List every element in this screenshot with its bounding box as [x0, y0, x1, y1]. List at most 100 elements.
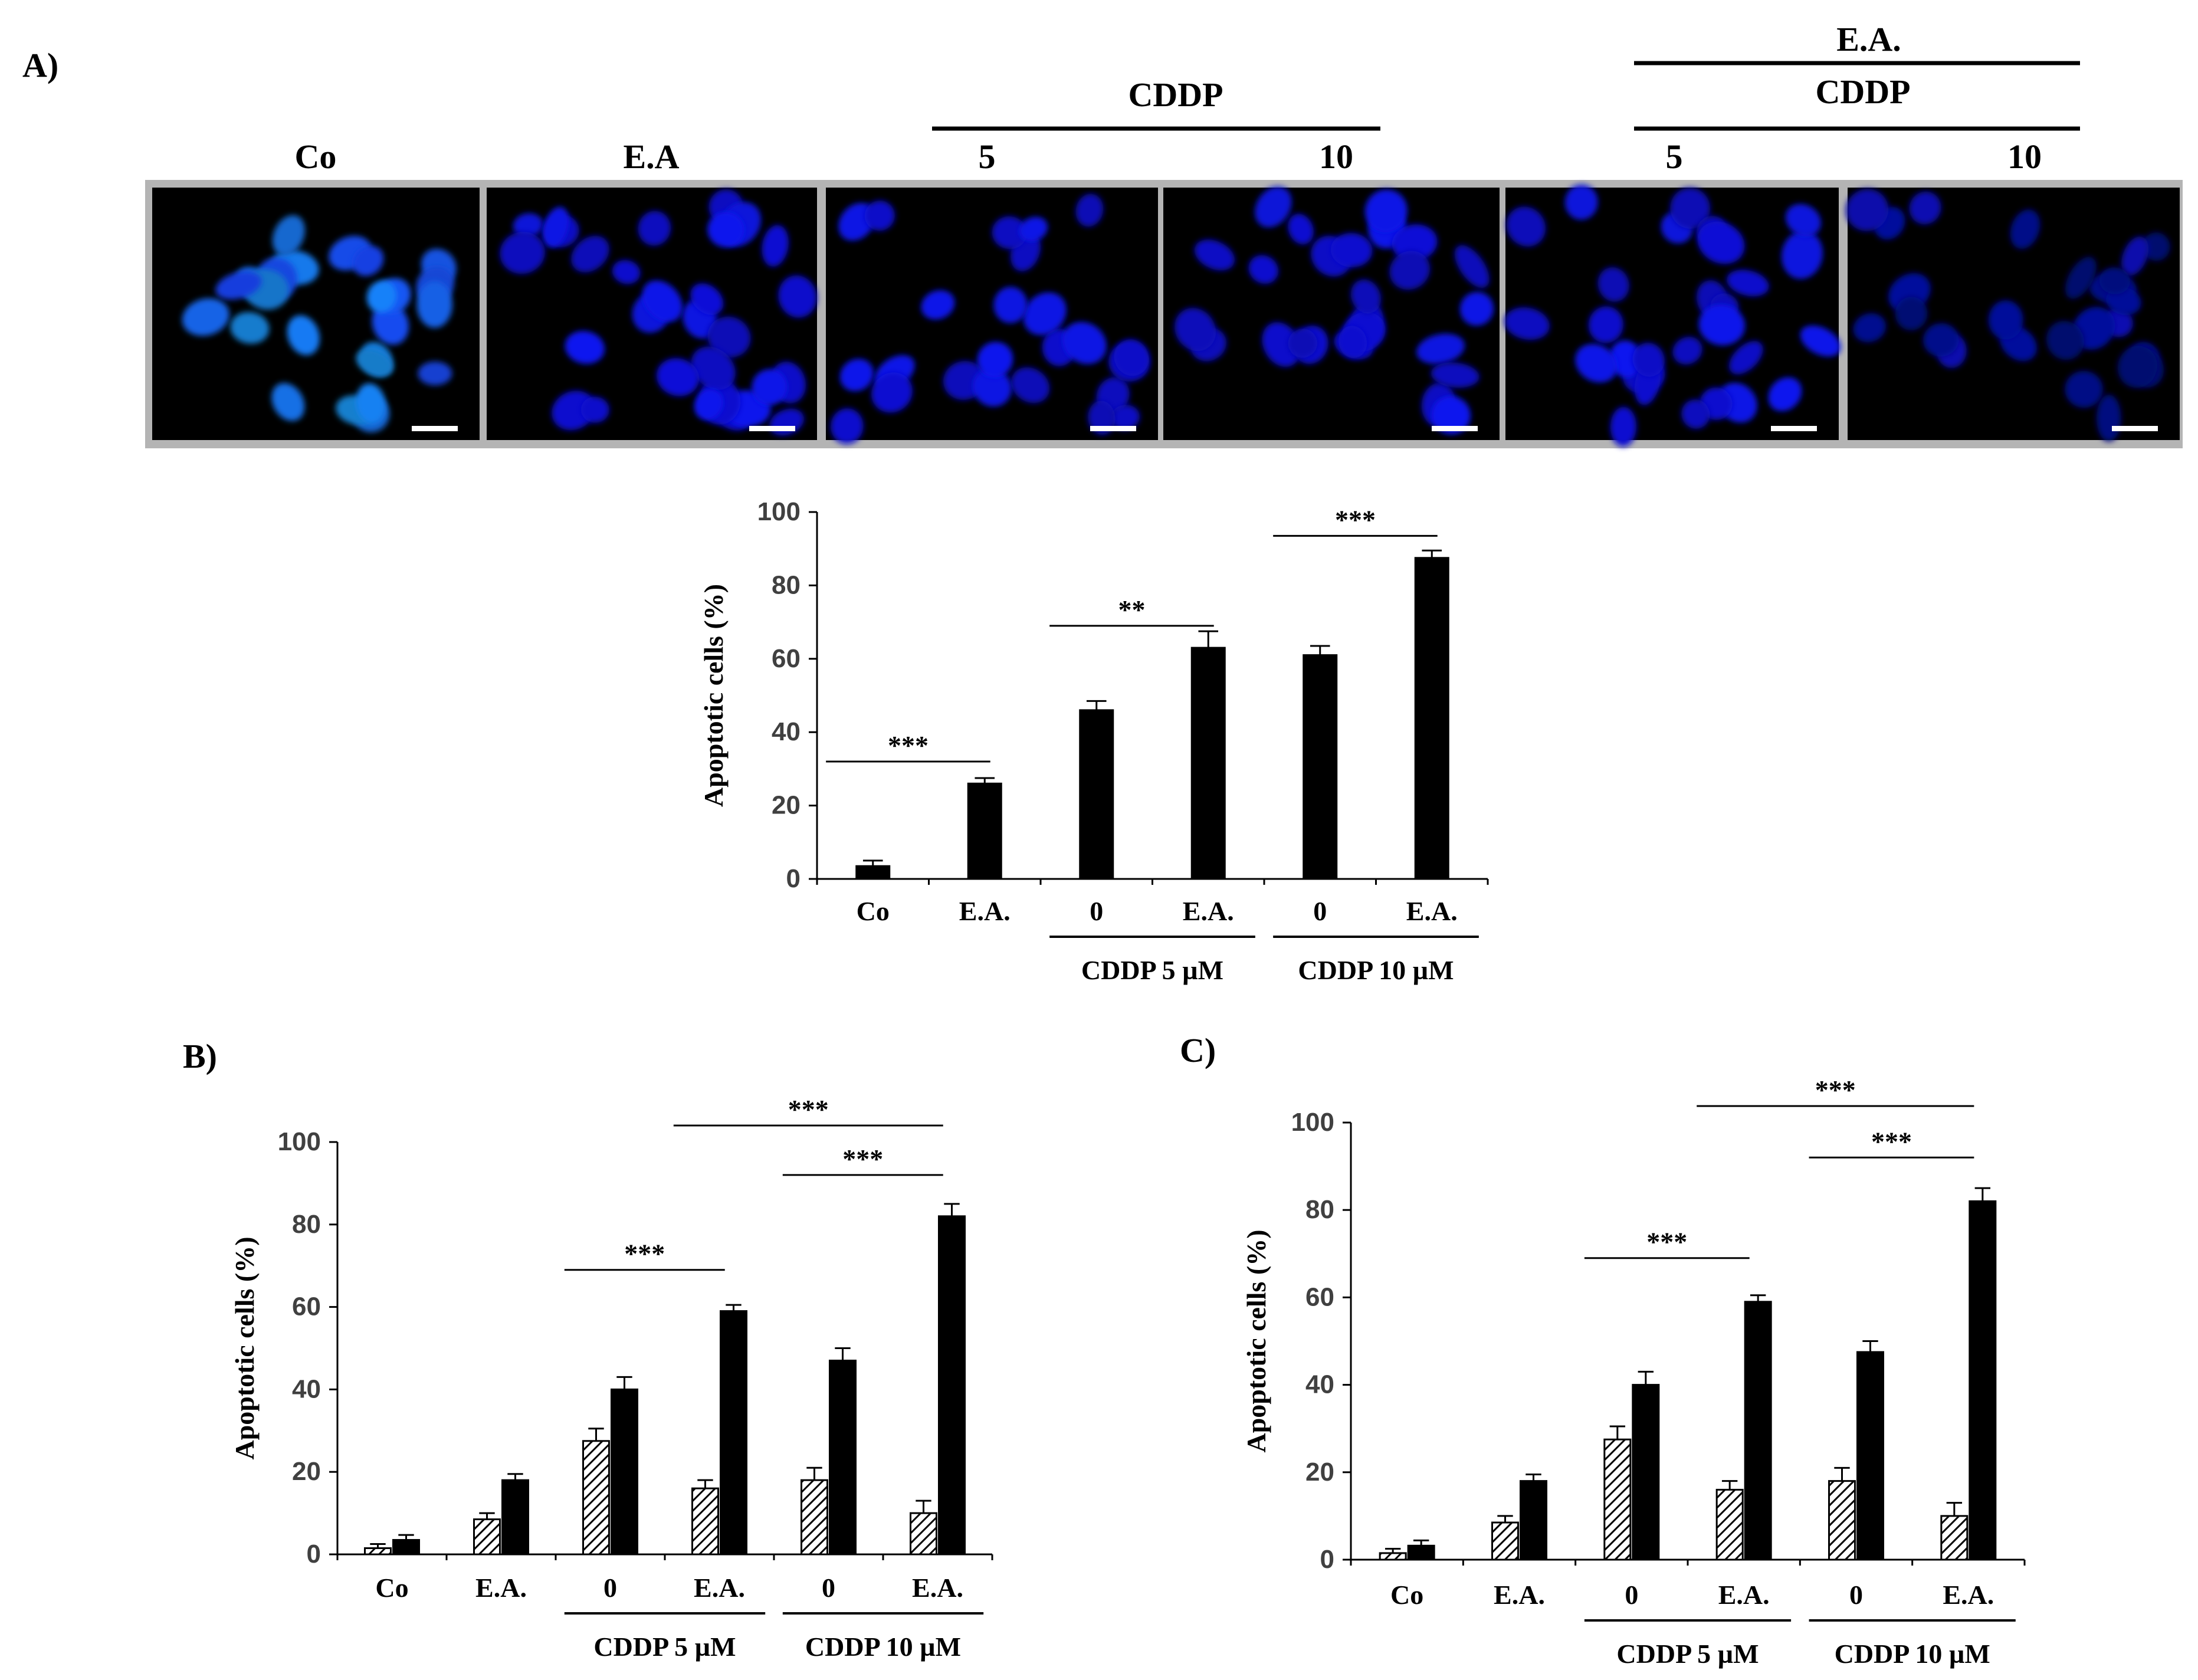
bar-solid [1414, 557, 1449, 880]
x-tick-label: 0 [1625, 1580, 1638, 1610]
y-tick-label: 100 [1291, 1108, 1334, 1137]
scale-bar [749, 426, 795, 431]
bar-hatched [910, 1512, 937, 1556]
y-tick-label: 100 [278, 1127, 321, 1156]
bar-solid [611, 1388, 638, 1556]
bar-hatched [801, 1479, 828, 1556]
bar-solid [392, 1539, 420, 1556]
y-tick-label: 60 [772, 644, 801, 673]
panel-b-label: B) [183, 1037, 217, 1075]
bar-solid [1407, 1544, 1435, 1561]
y-tick-label: 40 [292, 1374, 321, 1403]
scale-bar [1432, 426, 1478, 431]
bar-solid [1520, 1480, 1547, 1561]
bar-hatched [691, 1487, 719, 1556]
x-tick-label: E.A. [1494, 1580, 1545, 1610]
bar-hatched [1940, 1515, 1969, 1561]
x-tick-label: 0 [1090, 896, 1103, 926]
lane-label: 5 [979, 137, 996, 176]
x-tick-label: E.A. [1718, 1580, 1770, 1610]
lane-label: Co [295, 137, 337, 176]
x-tick-label: E.A. [959, 896, 1011, 926]
group-label: CDDP 10 µM [805, 1632, 961, 1662]
y-tick-label: 80 [292, 1210, 321, 1239]
group-label: CDDP 10 µM [1298, 955, 1454, 985]
y-axis-label: Apoptotic cells (%) [1241, 1229, 1271, 1452]
x-tick-label: E.A. [1406, 896, 1458, 926]
scale-bar [2112, 426, 2158, 431]
bar-solid [855, 865, 891, 880]
significance-label: *** [842, 1144, 883, 1174]
y-axis-label: Apoptotic cells (%) [229, 1236, 260, 1459]
y-tick-label: 40 [1305, 1370, 1334, 1399]
significance-label: *** [1871, 1126, 1912, 1156]
top-ea-label: E.A. [1836, 20, 1901, 58]
significance-label: *** [888, 730, 929, 760]
x-tick-label: E.A. [912, 1573, 963, 1603]
bar-solid [938, 1215, 966, 1556]
y-tick-label: 20 [1305, 1458, 1334, 1487]
significance-label: *** [1815, 1075, 1856, 1105]
x-tick-label: 0 [1313, 896, 1327, 926]
cddp-label-right: CDDP [1815, 73, 1910, 111]
group-label: CDDP 5 µM [1616, 1639, 1759, 1669]
micrograph-panel [826, 188, 1158, 444]
bar-solid [1856, 1351, 1884, 1561]
y-axis-label: Apoptotic cells (%) [698, 584, 729, 807]
x-tick-label: E.A. [1943, 1580, 1994, 1610]
bar-hatched [1715, 1488, 1744, 1561]
micrograph-strip [145, 180, 2183, 448]
y-tick-label: 20 [772, 791, 801, 820]
bar-solid [501, 1479, 529, 1556]
x-tick-label: Co [857, 896, 890, 926]
bar-solid [1744, 1301, 1772, 1561]
micrograph-panel [487, 188, 817, 440]
group-label: CDDP 5 µM [593, 1632, 736, 1662]
bar-hatched [364, 1547, 392, 1556]
y-tick-label: 0 [1320, 1545, 1334, 1574]
x-tick-label: E.A. [694, 1573, 745, 1603]
chart-b: Apoptotic cells (%) 0 20 40 60 80 100 Co E.A. 0 E.… [229, 1094, 993, 1662]
significance-label: *** [1335, 504, 1376, 534]
y-tick-label: 60 [1305, 1282, 1334, 1311]
y-tick-label: 0 [786, 864, 801, 893]
bar-solid [1969, 1200, 1997, 1561]
bar-solid [1190, 647, 1226, 880]
bar-hatched [1828, 1480, 1856, 1561]
scale-bar [412, 426, 458, 431]
x-tick-label: E.A. [475, 1573, 527, 1603]
significance-label: *** [788, 1094, 829, 1124]
lane-label: 10 [1319, 137, 1353, 176]
x-tick-label: 0 [1849, 1580, 1863, 1610]
y-tick-label: 20 [292, 1457, 321, 1486]
bar-hatched [1491, 1521, 1519, 1561]
y-tick-label: 0 [307, 1540, 321, 1569]
lane-label: E.A [623, 137, 679, 176]
significance-label: ** [1118, 595, 1145, 625]
bar-solid [829, 1359, 857, 1556]
panel-a-label: A) [22, 46, 58, 84]
y-tick-label: 80 [772, 570, 801, 599]
x-tick-label: 0 [603, 1573, 617, 1603]
bar-solid [1303, 654, 1338, 880]
bar-hatched [1603, 1438, 1632, 1561]
cddp-label-left: CDDP [1128, 76, 1223, 114]
x-tick-label: E.A. [1183, 896, 1234, 926]
y-tick-label: 60 [292, 1292, 321, 1321]
lane-label: 10 [2007, 137, 2042, 176]
y-tick-label: 40 [772, 717, 801, 746]
y-tick-label: 100 [757, 497, 801, 526]
x-tick-label: Co [375, 1573, 408, 1603]
chart-c: Apoptotic cells (%) 0 20 40 60 80 100 Co E.A. 0 E.… [1241, 1075, 2026, 1669]
micrograph-panel [1846, 188, 2180, 442]
bar-solid [720, 1310, 747, 1556]
x-tick-label: 0 [822, 1573, 835, 1603]
x-tick-label: Co [1390, 1580, 1423, 1610]
significance-label: *** [1646, 1227, 1687, 1257]
chart-a: Apoptotic cells (%) 0 20 40 60 80 100 Co E.A. 0 E.… [698, 497, 1489, 985]
group-label: CDDP 10 µM [1835, 1639, 1990, 1669]
bar-solid [1632, 1384, 1660, 1561]
group-label: CDDP 5 µM [1081, 955, 1223, 985]
micrograph-header: E.A. CDDP CDDP Co E.A 5 10 5 10 [295, 20, 2080, 176]
